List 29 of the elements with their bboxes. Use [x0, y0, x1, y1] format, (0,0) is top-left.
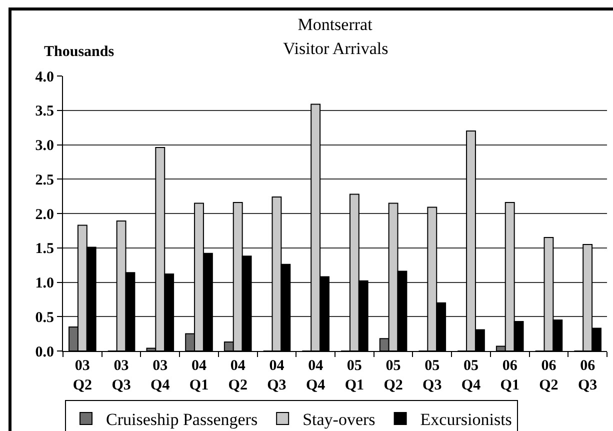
- y-axis-title: Thousands: [44, 44, 114, 60]
- y-tick-label: 4.0: [35, 69, 54, 86]
- y-tick-label: 3.0: [35, 138, 54, 154]
- x-tick-label: 05 Q3: [422, 358, 442, 394]
- x-tick-label: 05 Q1: [344, 358, 364, 394]
- y-tick-label: 0.5: [35, 310, 54, 326]
- x-tick-label: 06 Q2: [539, 358, 558, 394]
- x-tick-label: 04 Q3: [267, 358, 286, 394]
- legend-label: Excursionists: [420, 410, 512, 430]
- x-tick-label: 04 Q4: [306, 358, 326, 394]
- x-tick-label: 04 Q2: [228, 358, 248, 394]
- x-tick-label: 05 Q4: [461, 358, 482, 394]
- x-tick-label: 04 Q1: [189, 358, 209, 394]
- x-tick-label: 05 Q2: [384, 358, 403, 394]
- legend-label: Stay-overs: [302, 410, 376, 430]
- y-tick-label: 3.5: [35, 104, 54, 120]
- legend-label: Cruiseship Passengers: [106, 410, 258, 430]
- x-tick-label: 06 Q1: [500, 358, 520, 394]
- chart-title: Montserrat: [298, 14, 373, 34]
- y-tick-label: 2.5: [35, 172, 54, 188]
- y-tick-label: 0.0: [35, 344, 54, 360]
- x-tick-label: 03 Q2: [72, 358, 92, 394]
- x-tick-label: 03 Q3: [112, 358, 131, 394]
- x-tick-label: 03 Q4: [150, 358, 170, 394]
- chart-subtitle: Visitor Arrivals: [283, 39, 388, 58]
- x-tick-label: 06 Q3: [578, 358, 598, 394]
- y-tick-label: 1.5: [35, 241, 54, 258]
- y-tick-label: 1.0: [35, 276, 54, 292]
- y-tick-label: 2.0: [35, 206, 54, 223]
